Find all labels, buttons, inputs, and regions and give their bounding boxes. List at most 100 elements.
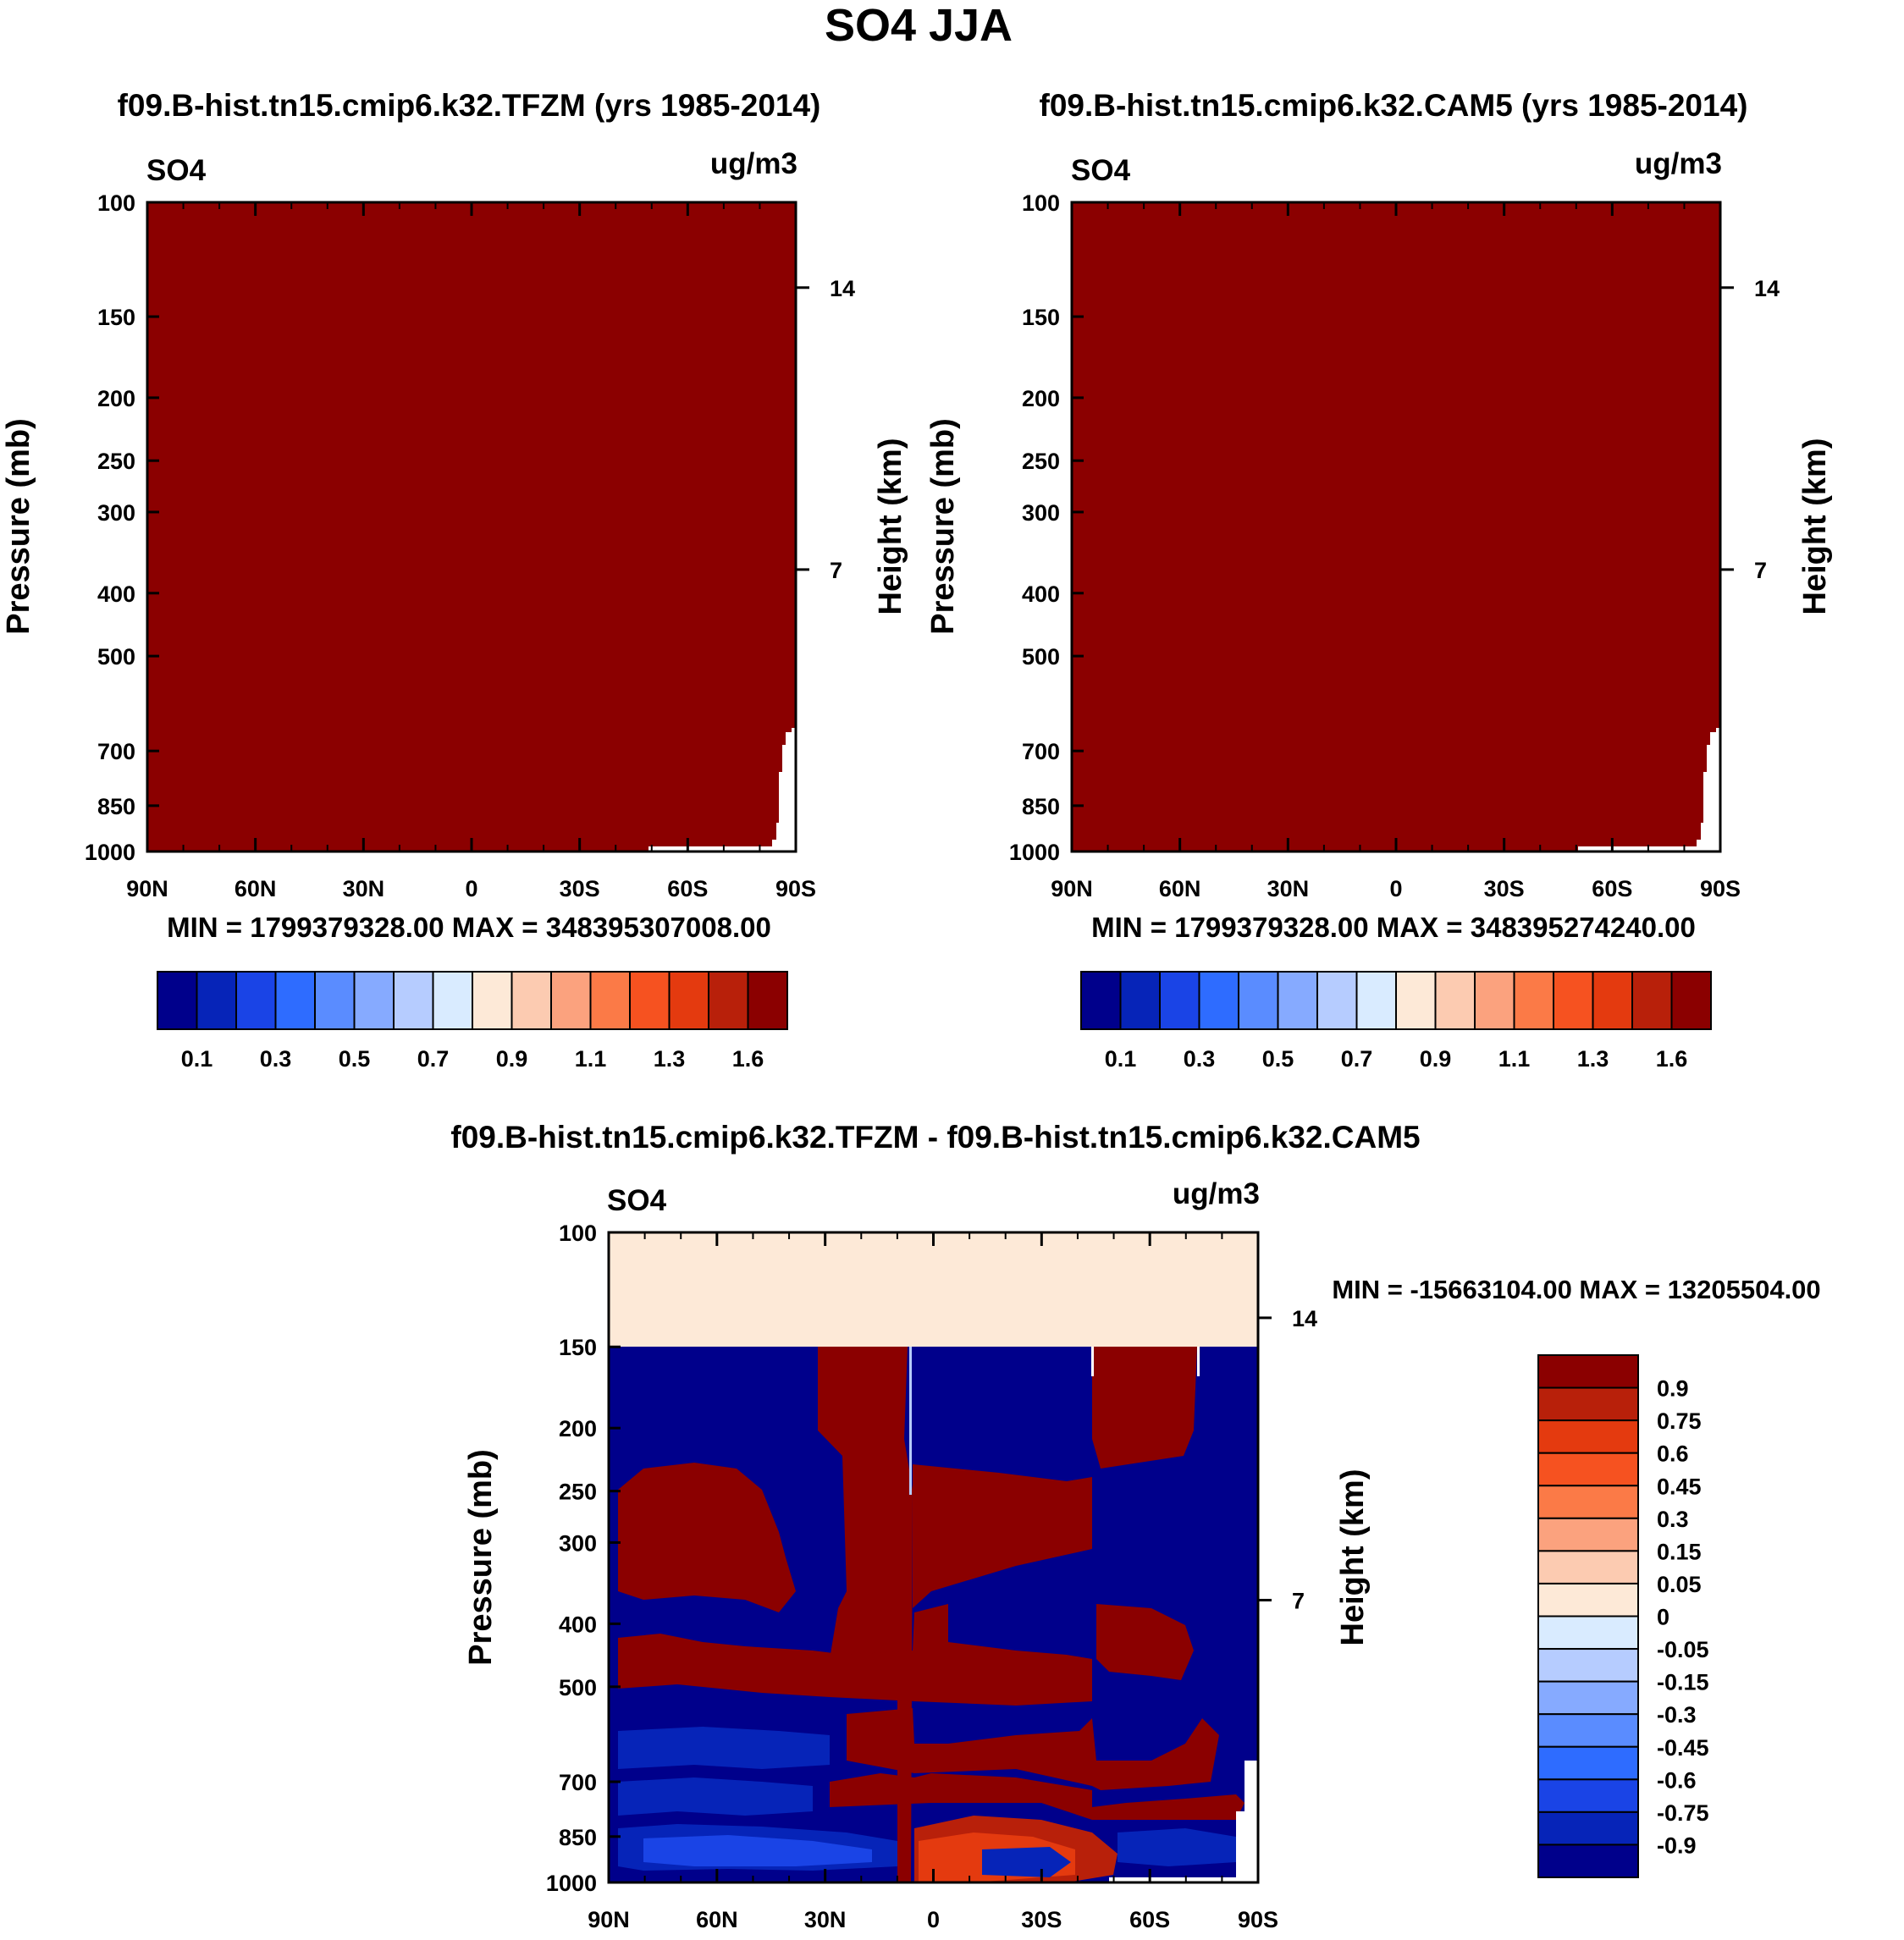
x-tick-label: 90S <box>775 876 816 901</box>
colorbar: 0.9 0.75 0.6 0.45 0.3 0.15 0.05 0 -0.05 -0.15 -0.3… <box>1537 1354 1709 1878</box>
y2-tick-label: 7 <box>1292 1588 1305 1613</box>
x-tick-label: 60N <box>235 876 277 901</box>
colorbar-box <box>1198 971 1239 1030</box>
stats-label: MIN = -15663104.00 MAX = 13205504.00 <box>1332 1275 1820 1304</box>
variable-label: SO4 <box>146 154 207 187</box>
colorbar-box <box>235 971 277 1030</box>
colorbar-box <box>274 971 316 1030</box>
x-tick-label: 60N <box>696 1907 738 1932</box>
y2-axis-label: Height (km) <box>1335 1469 1371 1646</box>
colorbar-label: 0.45 <box>1657 1474 1702 1499</box>
panel-tfzm: f09.B-hist.tn15.cmip6.k32.TFZM (yrs 1985… <box>1 88 908 1072</box>
y-tick-label: 300 <box>559 1530 597 1556</box>
plot-field <box>1070 201 1722 853</box>
colorbar-label: 0.7 <box>1341 1046 1373 1072</box>
colorbar-box <box>708 971 749 1030</box>
figure-title: SO4 JJA <box>825 0 1013 51</box>
colorbar-label: 0.3 <box>1184 1046 1216 1072</box>
colorbar-box <box>1513 971 1554 1030</box>
variable-label: SO4 <box>1071 154 1131 187</box>
colorbar-box <box>353 971 395 1030</box>
x-tick-label: 30N <box>1267 876 1310 901</box>
y2-tick-label: 7 <box>830 558 842 583</box>
y-tick-label: 400 <box>97 581 135 607</box>
colorbar: 0.1 0.3 0.5 0.7 0.9 1.1 1.3 1.6 <box>1080 971 1712 1072</box>
stats-label: MIN = 1799379328.00 MAX = 348395274240.0… <box>1091 912 1696 943</box>
units-label: ug/m3 <box>1635 147 1722 180</box>
colorbar-box <box>196 971 237 1030</box>
colorbar-label: -0.45 <box>1657 1735 1709 1761</box>
y-tick-label: 500 <box>97 644 135 670</box>
colorbar-box <box>157 971 198 1030</box>
axes: 100 150 200 250 300 400 500 700 850 1000 14 7 90N 60N… <box>546 1221 1317 1932</box>
x-tick-label: 0 <box>927 1907 940 1932</box>
positive-region <box>830 1773 1244 1820</box>
y-tick-label: 250 <box>97 449 135 474</box>
y-tick-label: 700 <box>559 1770 597 1795</box>
missing-data-region <box>648 728 796 852</box>
y-tick-label: 850 <box>1022 794 1060 819</box>
negative-mid-level <box>618 1777 813 1816</box>
negative-mid-level <box>643 1835 872 1866</box>
field-fill <box>147 202 796 852</box>
y-tick-label: 200 <box>1022 386 1060 411</box>
colorbar-box <box>1537 1648 1639 1683</box>
zero-band-region <box>609 1232 1258 1347</box>
y-axis-label: Pressure (mb) <box>1 418 36 635</box>
colorbar-box <box>1537 1680 1639 1716</box>
colorbar-box <box>1537 1778 1639 1813</box>
stats-label: MIN = 1799379328.00 MAX = 348395307008.0… <box>167 912 771 943</box>
y-tick-label: 150 <box>559 1335 597 1360</box>
colorbar-box <box>1474 971 1515 1030</box>
units-label: ug/m3 <box>710 147 797 180</box>
y-tick-label: 300 <box>1022 500 1060 526</box>
colorbar-label: -0.05 <box>1657 1637 1709 1662</box>
gap-line <box>1197 1347 1200 1376</box>
colorbar-box <box>589 971 631 1030</box>
y-tick-label: 200 <box>559 1416 597 1441</box>
y-tick-label: 850 <box>97 794 135 819</box>
colorbar-box <box>550 971 592 1030</box>
colorbar-box <box>1395 971 1437 1030</box>
missing-data-region <box>1109 1761 1258 1882</box>
colorbar-box <box>1670 971 1712 1030</box>
y-tick-label: 150 <box>97 305 135 330</box>
colorbar-label: -0.3 <box>1657 1702 1697 1728</box>
colorbar-box <box>747 971 788 1030</box>
colorbar-box <box>510 971 552 1030</box>
colorbar-box <box>1537 1419 1639 1454</box>
x-tick-label: 60S <box>667 876 708 901</box>
y-tick-label: 1000 <box>1009 840 1060 865</box>
colorbar-box <box>1159 971 1200 1030</box>
x-tick-label: 60S <box>1592 876 1632 901</box>
x-tick-label: 30N <box>804 1907 847 1932</box>
panel-title: f09.B-hist.tn15.cmip6.k32.TFZM - f09.B-h… <box>450 1120 1420 1155</box>
colorbar-box <box>1631 971 1673 1030</box>
colorbar-label: 0.7 <box>417 1046 450 1072</box>
y-tick-label: 850 <box>559 1825 597 1850</box>
y-axis-label: Pressure (mb) <box>463 1449 499 1666</box>
colorbar-label: 1.3 <box>1577 1046 1609 1072</box>
x-tick-label: 0 <box>1389 876 1402 901</box>
y-tick-label: 250 <box>1022 449 1060 474</box>
colorbar-label: 0.1 <box>1105 1046 1137 1072</box>
y-tick-label: 400 <box>559 1612 597 1637</box>
colorbar-box <box>1238 971 1279 1030</box>
y-tick-label: 400 <box>1022 581 1060 607</box>
x-tick-label: 90S <box>1700 876 1741 901</box>
y-axis-label: Pressure (mb) <box>925 418 961 635</box>
colorbar-box <box>1592 971 1633 1030</box>
colorbar-box <box>1355 971 1397 1030</box>
colorbar-box <box>1537 1517 1639 1552</box>
colorbar-box <box>1553 971 1594 1030</box>
units-label: ug/m3 <box>1173 1177 1260 1210</box>
colorbar-label: 1.3 <box>654 1046 686 1072</box>
negative-near-surface <box>982 1847 1071 1877</box>
y-tick-label: 500 <box>559 1675 597 1700</box>
colorbar-box <box>1316 971 1358 1030</box>
colorbar-box <box>1434 971 1476 1030</box>
x-tick-label: 60N <box>1159 876 1201 901</box>
colorbar-box <box>1537 1844 1639 1878</box>
y-tick-label: 700 <box>97 739 135 764</box>
y2-tick-label: 14 <box>830 276 855 301</box>
